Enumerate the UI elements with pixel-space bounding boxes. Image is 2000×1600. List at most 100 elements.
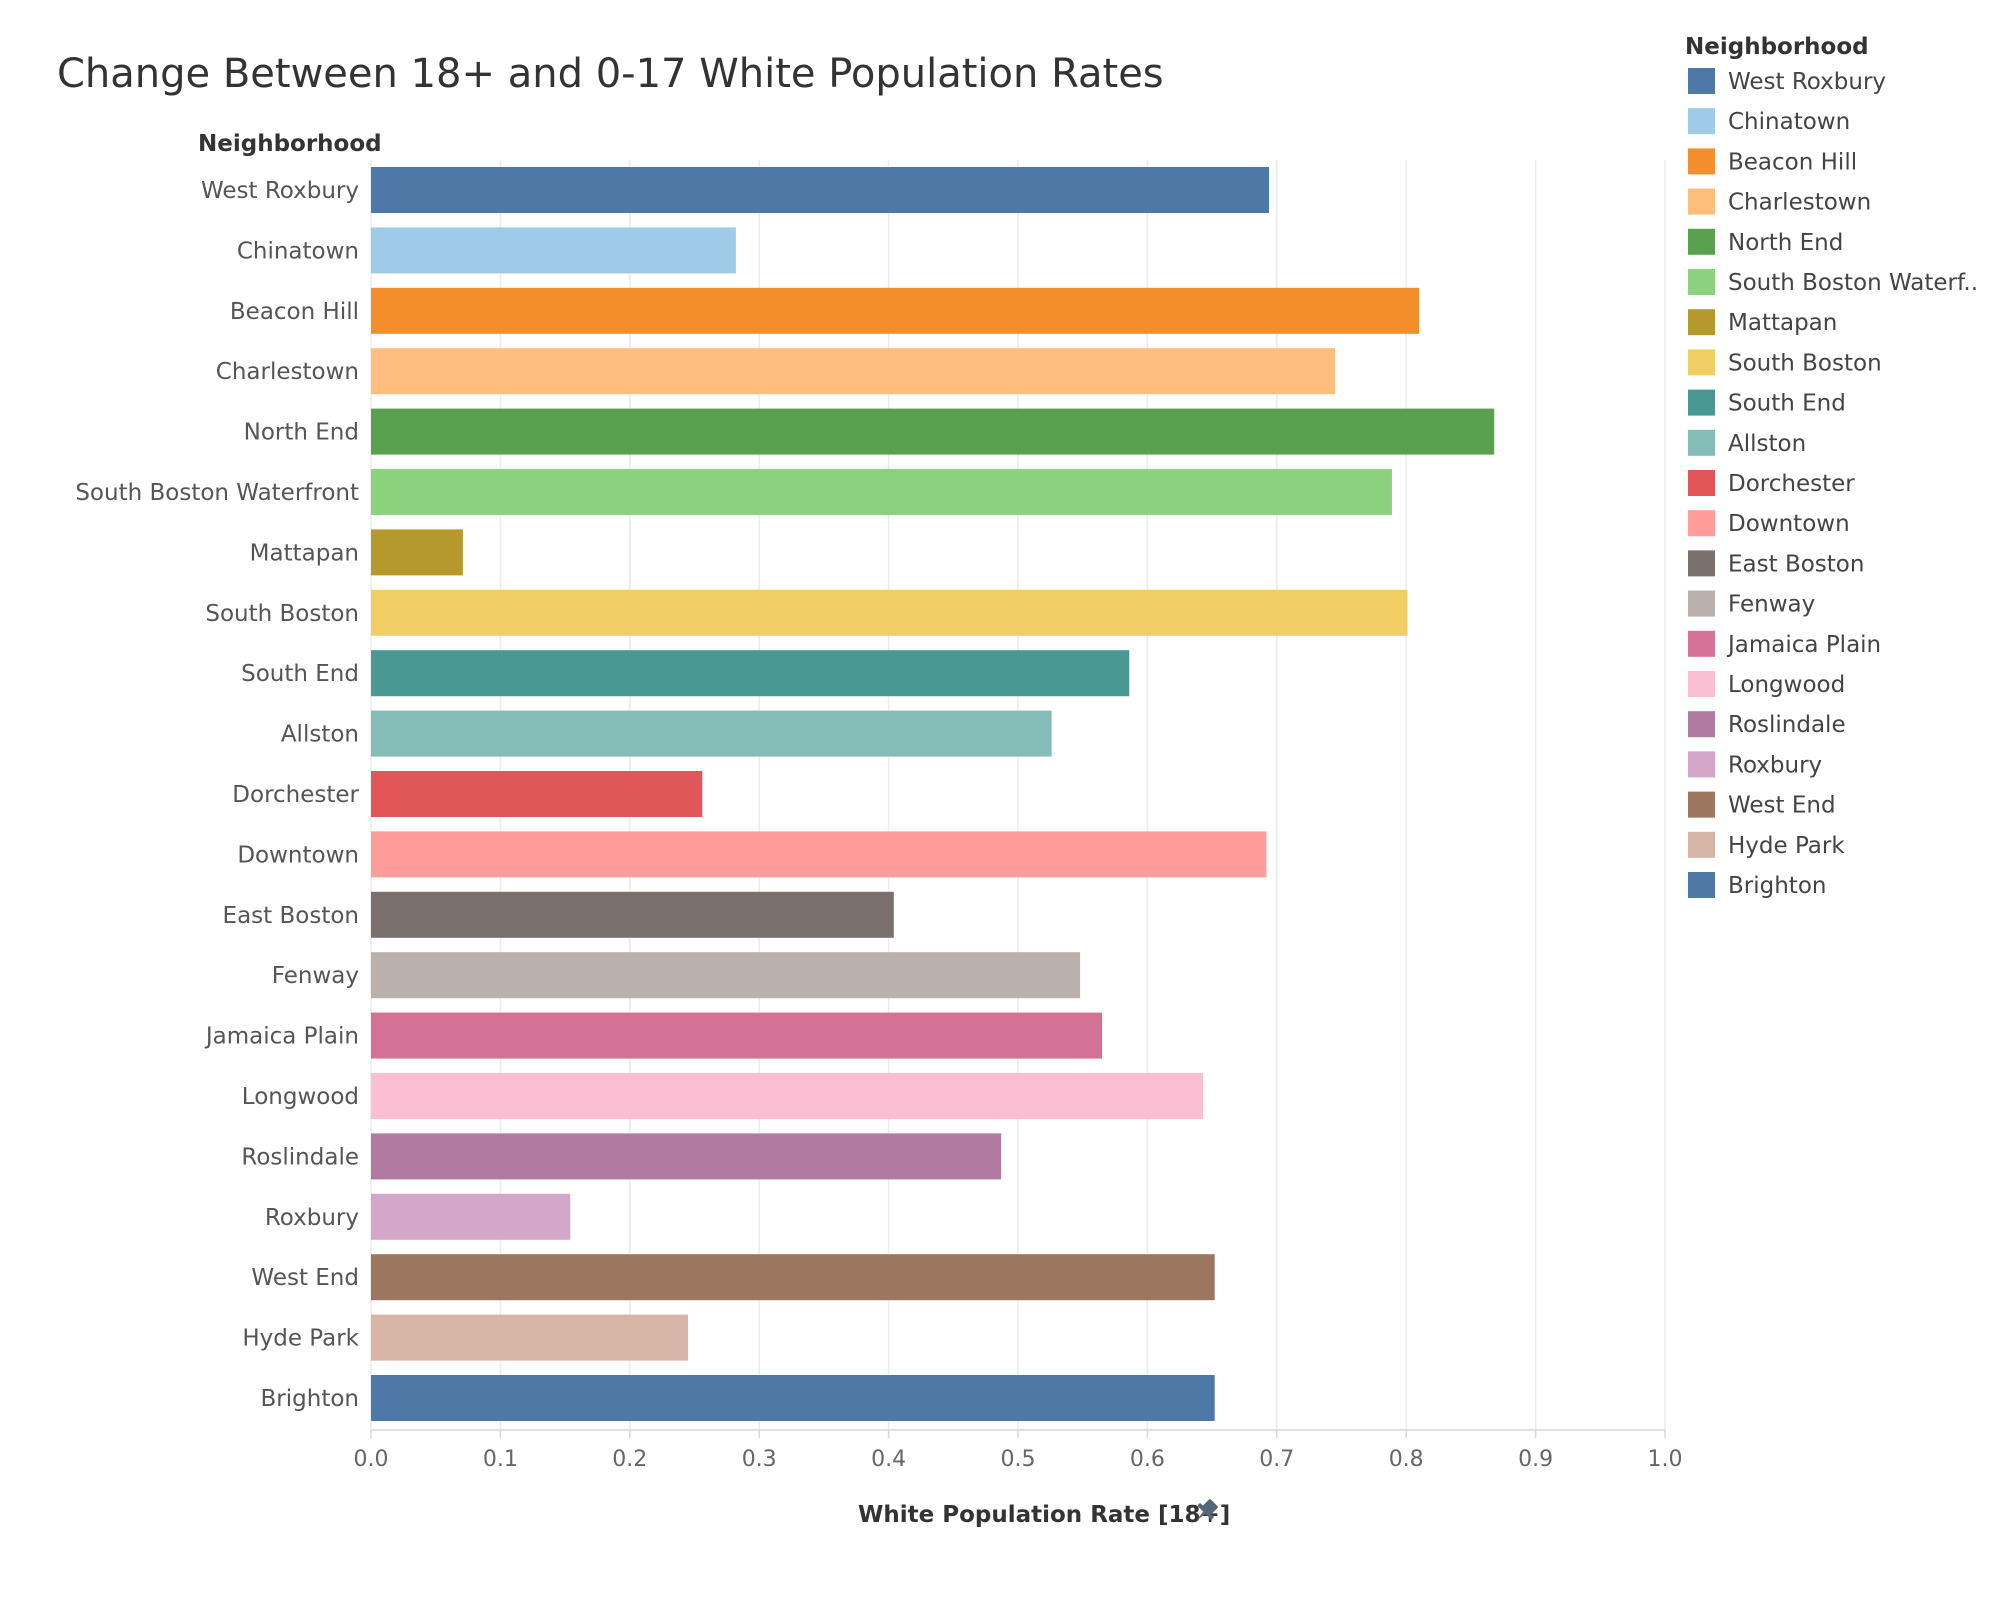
category-label: Downtown — [237, 842, 359, 868]
legend-label[interactable]: South End — [1728, 391, 1846, 417]
legend-swatch[interactable] — [1688, 188, 1715, 215]
legend-label[interactable]: Chinatown — [1728, 109, 1850, 135]
legend-swatch[interactable] — [1688, 751, 1715, 778]
category-label: West End — [251, 1265, 359, 1291]
legend-swatch[interactable] — [1688, 711, 1715, 738]
bar[interactable] — [371, 891, 894, 938]
bar[interactable] — [371, 1193, 571, 1240]
x-tick-label: 0.9 — [1518, 1447, 1553, 1472]
legend-label[interactable]: Allston — [1728, 431, 1806, 457]
bar[interactable] — [371, 831, 1267, 878]
category-label: West Roxbury — [201, 178, 359, 204]
x-tick-label: 0.6 — [1130, 1447, 1165, 1472]
category-label: Fenway — [272, 963, 359, 989]
bar[interactable] — [371, 650, 1130, 697]
category-label: South Boston — [205, 601, 359, 627]
legend-label[interactable]: South Boston Waterf.. — [1728, 270, 1978, 296]
bar[interactable] — [371, 167, 1270, 213]
category-label: Longwood — [242, 1084, 359, 1110]
category-label: Brighton — [261, 1386, 359, 1412]
category-label: North End — [244, 420, 359, 446]
legend-label[interactable]: Charlestown — [1728, 190, 1871, 216]
bar[interactable] — [371, 287, 1420, 334]
legend-label[interactable]: Brighton — [1728, 873, 1826, 899]
legend-label[interactable]: West End — [1728, 793, 1836, 819]
legend-label[interactable]: Hyde Park — [1728, 833, 1845, 859]
legend-label[interactable]: North End — [1728, 230, 1843, 256]
category-label: Roslindale — [241, 1144, 359, 1170]
legend-swatch[interactable] — [1688, 510, 1715, 537]
bar[interactable] — [371, 348, 1336, 395]
legend-swatch[interactable] — [1688, 228, 1715, 255]
legend-swatch[interactable] — [1688, 470, 1715, 496]
legend-swatch[interactable] — [1688, 68, 1715, 94]
row-header: Neighborhood — [198, 131, 382, 157]
legend-title: Neighborhood — [1685, 34, 1869, 60]
legend-label[interactable]: Longwood — [1728, 672, 1845, 698]
category-label: Hyde Park — [242, 1326, 359, 1352]
legend-swatch[interactable] — [1688, 671, 1715, 697]
legend-label[interactable]: West Roxbury — [1728, 69, 1886, 95]
bar[interactable] — [371, 589, 1408, 636]
legend-swatch[interactable] — [1688, 309, 1715, 336]
pin-icon[interactable] — [1189, 1496, 1222, 1529]
category-label: South Boston Waterfront — [75, 480, 359, 506]
category-label: Roxbury — [265, 1205, 359, 1231]
legend-label[interactable]: Mattapan — [1728, 310, 1837, 336]
legend-swatch[interactable] — [1688, 630, 1715, 657]
x-tick-label: 0.1 — [483, 1447, 518, 1472]
legend-swatch[interactable] — [1688, 148, 1715, 175]
bar[interactable] — [371, 771, 703, 817]
legend-label[interactable]: Beacon Hill — [1728, 149, 1857, 175]
x-tick-label: 0.7 — [1259, 1447, 1294, 1472]
x-tick-label: 1.0 — [1648, 1447, 1683, 1472]
category-label: East Boston — [223, 903, 359, 929]
bar[interactable] — [371, 952, 1081, 999]
legend-swatch[interactable] — [1688, 429, 1715, 456]
legend-swatch[interactable] — [1688, 389, 1715, 416]
bars — [371, 167, 1495, 1421]
legend-swatch[interactable] — [1688, 108, 1715, 135]
legend-label[interactable]: East Boston — [1728, 551, 1864, 577]
legend-label[interactable]: Downtown — [1728, 511, 1850, 537]
chart-title: Change Between 18+ and 0-17 White Popula… — [57, 51, 1164, 97]
legend-label[interactable]: Jamaica Plain — [1726, 632, 1881, 658]
legend-swatch[interactable] — [1688, 831, 1715, 858]
x-tick-label: 0.4 — [871, 1447, 906, 1472]
legend-label[interactable]: Roslindale — [1728, 712, 1846, 738]
category-label: Dorchester — [232, 782, 359, 808]
legend-label[interactable]: Fenway — [1728, 592, 1815, 618]
bar[interactable] — [371, 1314, 689, 1361]
legend-label[interactable]: South Boston — [1728, 350, 1882, 376]
bar[interactable] — [371, 227, 736, 274]
category-label: Jamaica Plain — [204, 1024, 359, 1050]
x-axis: 0.0 0.1 0.2 0.3 0.4 0.5 0.6 0.7 0.8 0.9 1.0 — [354, 1429, 1683, 1472]
legend: West Roxbury Chinatown Beacon Hill Charlest… — [1688, 68, 1978, 899]
bar[interactable] — [371, 710, 1052, 757]
legend-label[interactable]: Dorchester — [1728, 471, 1855, 497]
bar[interactable] — [371, 529, 463, 576]
bar[interactable] — [371, 1254, 1215, 1301]
bar[interactable] — [371, 469, 1392, 515]
category-label: Allston — [281, 722, 359, 748]
category-label: Beacon Hill — [230, 299, 359, 325]
legend-swatch[interactable] — [1688, 872, 1715, 898]
bar[interactable] — [371, 1133, 1002, 1180]
bar[interactable] — [371, 1375, 1215, 1421]
legend-swatch[interactable] — [1688, 791, 1715, 818]
bar[interactable] — [371, 408, 1495, 455]
legend-swatch[interactable] — [1688, 269, 1715, 295]
category-label: South End — [241, 661, 359, 687]
x-axis-title: White Population Rate [18+] — [858, 1502, 1230, 1528]
category-label: Chinatown — [237, 238, 359, 264]
category-label: Mattapan — [250, 540, 359, 566]
category-labels: West Roxbury Chinatown Beacon Hill Charlest… — [75, 178, 359, 1412]
category-label: Charlestown — [216, 359, 359, 385]
legend-swatch[interactable] — [1688, 349, 1715, 376]
x-tick-label: 0.5 — [1001, 1447, 1036, 1472]
bar[interactable] — [371, 1012, 1103, 1059]
bar[interactable] — [371, 1073, 1204, 1119]
legend-swatch[interactable] — [1688, 550, 1715, 577]
legend-label[interactable]: Roxbury — [1728, 752, 1822, 778]
legend-swatch[interactable] — [1688, 590, 1715, 617]
